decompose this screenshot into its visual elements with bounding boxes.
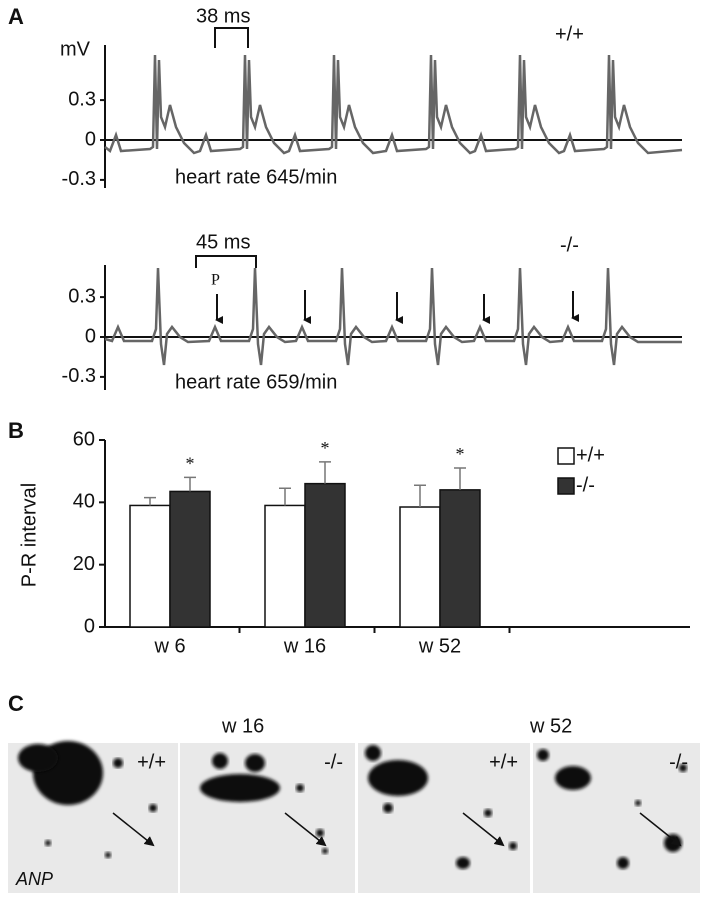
blot-spot [484,809,492,817]
blot-panel [180,743,355,893]
error-bar [319,461,331,484]
blot-spot [509,842,517,850]
y-axis-label: P-R interval [18,483,40,587]
interval-label: 38 ms [196,5,250,27]
error-bar [144,496,156,506]
ecg-trace [104,54,683,155]
bar [439,489,481,628]
x-tick-label: w 6 [153,635,185,657]
y-tick-label: 0 [85,325,96,347]
y-tick-label: 0 [84,615,95,637]
blot-spot [316,829,324,837]
heart-rate: heart rate 659/min [175,371,337,393]
column-label: w 16 [221,715,264,737]
bar [399,506,441,628]
y-tick-label: -0.3 [62,168,96,190]
blot-spot [105,852,111,858]
blot-spot [200,774,280,802]
bar [129,504,171,628]
error-bar [184,476,196,492]
blot-spot [368,760,428,796]
y-tick-label: 20 [73,553,95,575]
blot-spot [456,857,470,869]
blot-spot [679,764,687,772]
blot-spot [383,803,393,813]
blot-spot [664,834,682,852]
legend-swatch [557,447,575,465]
interval-label: 45 ms [196,231,250,253]
y-tick-label: 0.3 [68,88,96,110]
p-wave-label: P [211,272,220,289]
error-bar [279,487,291,506]
legend-swatch [557,477,575,495]
blot-spot [245,754,265,772]
interval-bracket [195,255,257,268]
genotype-label: -/- [560,234,579,256]
blot-spot [45,840,51,846]
blot-spot [113,758,123,768]
bar [169,490,211,628]
bar [304,482,346,628]
genotype-label: -/- [669,751,688,773]
y-tick-label: 0 [85,128,96,150]
panel-label: A [8,4,24,29]
significance-mark: * [321,438,330,458]
blot-spot [537,749,549,761]
blot-arrow [639,812,682,847]
blot-panel [533,743,700,893]
genotype-label: +/+ [489,751,518,773]
blot-arrow [112,812,155,847]
y-tick-label: 40 [73,491,95,513]
ecg-trace [104,267,682,366]
blot-spot [18,744,58,772]
x-tick-label: w 16 [283,635,326,657]
x-tick-label: w 52 [418,635,461,657]
blot-spot [617,857,629,869]
column-label: w 52 [529,715,572,737]
legend-label: +/+ [576,444,605,466]
blot-spot [322,848,328,854]
blot-arrow [284,812,327,847]
blot-images [8,741,700,893]
protein-label: ANP [15,869,53,889]
significance-mark: * [186,454,195,474]
blot-spot [149,804,157,812]
blot-spot [635,800,641,806]
panel-label: C [8,691,24,716]
unit-label: mV [60,38,91,60]
panel-label: B [8,418,24,443]
blot-spot [212,753,228,769]
genotype-label: +/+ [555,23,584,45]
interval-bracket [214,27,249,48]
blot-spot [296,784,304,792]
blot-spot [365,745,381,761]
blot-spot [555,766,591,790]
genotype-label: +/+ [137,751,166,773]
p-wave-arrows [215,290,579,324]
legend-label: -/- [576,474,595,496]
significance-mark: * [456,444,465,464]
y-tick-label: -0.3 [62,365,96,387]
genotype-label: -/- [324,751,343,773]
blot-arrow [462,812,505,847]
y-tick-label: 60 [73,428,95,450]
y-tick-label: 0.3 [68,285,96,307]
error-bar [414,484,426,508]
heart-rate: heart rate 645/min [175,166,337,188]
error-bar [454,467,466,490]
bar [264,504,306,628]
